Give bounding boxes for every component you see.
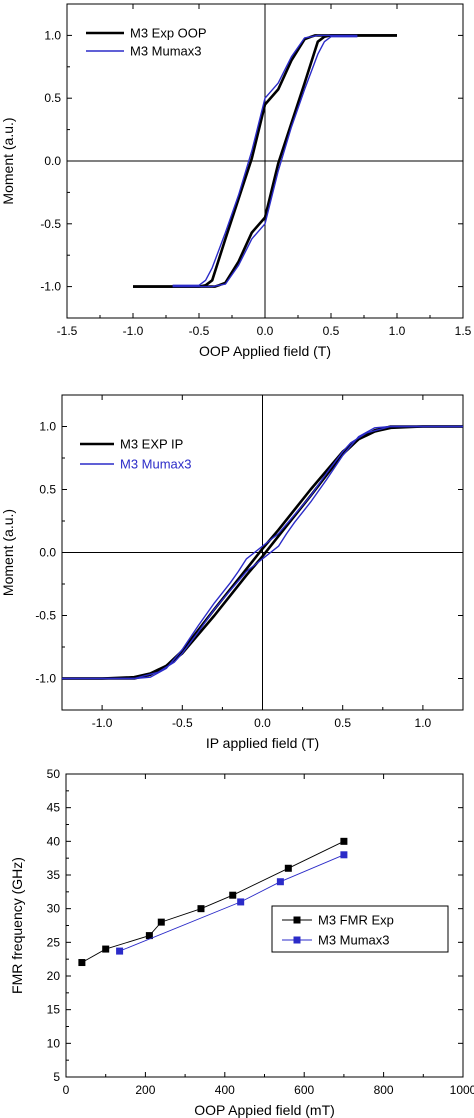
data-point — [102, 945, 110, 953]
y-tick-label: 45 — [47, 801, 61, 815]
chart-1: -1.5 -1.0 -0.5 0.0 0.5 1.0 1.5 -1.0 -0.5 0.0 0.5 1.… — [0, 3, 472, 359]
data-point — [157, 918, 165, 926]
data-point — [78, 959, 86, 967]
y-tick-label: 0.0 — [44, 154, 61, 168]
legend-label: M3 Mumax3 — [120, 457, 192, 472]
data-point — [197, 905, 205, 913]
x-tick-label: 400 — [215, 1083, 235, 1097]
x-tick-label: -0.5 — [172, 716, 193, 730]
y-tick-label: 50 — [47, 767, 61, 781]
series-line-branch-2 — [62, 425, 463, 680]
y-tick-label: 1.0 — [44, 28, 61, 42]
y-tick-label: 40 — [47, 834, 61, 848]
x-tick-label: 1.0 — [389, 324, 406, 338]
y-axis-label: Moment (a.u.) — [0, 509, 16, 596]
data-point — [116, 947, 124, 955]
x-tick-label: 0 — [63, 1083, 70, 1097]
legend-marker — [293, 936, 301, 944]
legend-label: M3 EXP IP — [120, 437, 183, 452]
y-tick-label: 1.0 — [39, 420, 56, 434]
legend-marker — [293, 916, 301, 924]
data-point — [237, 898, 245, 906]
chart-3: 0 200 400 600 800 1000 5 10 15 20 25 30 35 40 45 50 OOP … — [9, 767, 474, 1118]
y-tick-label: 5 — [53, 1070, 60, 1084]
x-tick-label: 0.0 — [257, 324, 274, 338]
x-tick-label: -1.0 — [123, 324, 144, 338]
y-axis-label: FMR frequency (GHz) — [9, 857, 25, 994]
series-line — [81, 840, 345, 963]
y-tick-label: -0.5 — [40, 217, 61, 231]
x-tick-label: 0.0 — [254, 716, 271, 730]
y-tick-label: 10 — [47, 1036, 61, 1050]
legend-box — [271, 905, 449, 953]
y-tick-label: 35 — [47, 868, 61, 882]
y-tick-label: 0.5 — [39, 483, 56, 497]
y-tick-label: 20 — [47, 969, 61, 983]
y-tick-label: 30 — [47, 902, 61, 916]
legend-label: M3 Mumax3 — [130, 44, 202, 59]
y-tick-label: 0.5 — [44, 91, 61, 105]
y-tick-label: -0.5 — [35, 609, 56, 623]
y-tick-label: 0.0 — [39, 546, 56, 560]
x-tick-label: 1.5 — [455, 324, 472, 338]
series-m3-mumax3 — [116, 851, 348, 955]
x-tick-label: 200 — [135, 1083, 155, 1097]
data-point — [284, 864, 292, 872]
series-m3-mumax3 — [172, 34, 358, 288]
y-tick-label: -1.0 — [40, 280, 61, 294]
y-tick-label: 15 — [47, 1003, 61, 1017]
legend-label: M3 FMR Exp — [318, 913, 394, 928]
x-tick-label: 0.5 — [323, 324, 340, 338]
legend: M3 Exp OOP M3 Mumax3 — [86, 26, 207, 59]
series-m3-mumax3 — [62, 425, 463, 680]
y-tick-label: 25 — [47, 935, 61, 949]
x-axis-label: IP applied field (T) — [206, 735, 319, 751]
x-tick-label: 800 — [374, 1083, 394, 1097]
series-line-branch-1 — [172, 36, 358, 288]
data-point — [145, 932, 153, 940]
x-tick-label: -1.5 — [57, 324, 78, 338]
series-line-branch-2 — [172, 34, 358, 286]
x-tick-label: 0.5 — [334, 716, 351, 730]
x-tick-label: -1.0 — [92, 716, 113, 730]
series-m3-fmr-exp — [78, 837, 348, 967]
legend: M3 FMR Exp M3 Mumax3 — [271, 905, 449, 953]
data-point — [229, 891, 237, 899]
legend-label: M3 Exp OOP — [130, 26, 207, 41]
chart-2: -1.0 -0.5 0.0 0.5 1.0 -1.0 -0.5 0.0 0.5 1.0 IP app… — [0, 394, 464, 751]
data-point — [340, 851, 348, 859]
data-point — [276, 878, 284, 886]
x-axis-label: OOP Applied field (T) — [199, 343, 331, 359]
y-tick-label: -1.0 — [35, 672, 56, 686]
x-tick-label: -0.5 — [189, 324, 210, 338]
legend: M3 EXP IP M3 Mumax3 — [80, 437, 192, 472]
x-tick-label: 1.0 — [415, 716, 432, 730]
x-tick-label: 1000 — [450, 1083, 474, 1097]
data-point — [340, 837, 348, 845]
y-axis-label: Moment (a.u.) — [0, 117, 16, 204]
legend-label: M3 Mumax3 — [318, 933, 390, 948]
x-axis-label: OOP Appied field (mT) — [194, 1102, 335, 1118]
series-line — [119, 854, 345, 952]
x-tick-label: 600 — [294, 1083, 314, 1097]
